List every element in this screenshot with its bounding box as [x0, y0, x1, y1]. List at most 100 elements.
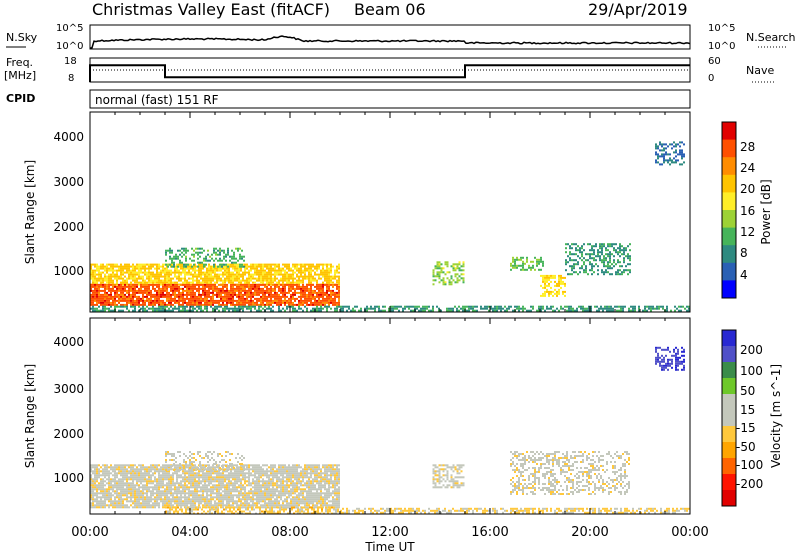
data-cell — [198, 504, 200, 507]
data-cell — [100, 496, 102, 499]
data-cell — [392, 305, 394, 308]
data-cell — [190, 470, 192, 473]
data-cell — [276, 265, 278, 268]
data-cell — [164, 474, 166, 477]
data-cell — [294, 267, 296, 270]
data-cell — [188, 498, 190, 501]
data-cell — [202, 303, 204, 306]
data-cell — [224, 498, 226, 501]
data-cell — [334, 299, 336, 302]
data-cell — [190, 504, 192, 507]
data-cell — [669, 143, 671, 146]
data-cell — [160, 490, 162, 493]
data-cell — [190, 498, 192, 501]
data-cell — [184, 490, 186, 493]
data-cell — [356, 305, 358, 308]
data-cell — [192, 273, 194, 276]
data-cell — [132, 506, 134, 509]
data-cell — [658, 307, 660, 310]
data-cell — [166, 303, 168, 306]
data-cell — [174, 484, 176, 487]
data-cell — [230, 488, 232, 491]
data-cell — [204, 305, 206, 308]
data-cell — [116, 486, 118, 489]
data-cell — [178, 490, 180, 493]
data-cell — [567, 243, 569, 246]
data-cell — [558, 309, 560, 312]
data-cell — [152, 504, 154, 507]
data-cell — [134, 478, 136, 481]
data-cell — [94, 494, 96, 497]
data-cell — [140, 476, 142, 479]
data-cell — [239, 253, 241, 256]
data-cell — [619, 269, 621, 272]
data-cell — [436, 275, 439, 278]
data-cell — [132, 289, 134, 292]
data-cell — [114, 466, 116, 469]
data-cell — [336, 285, 338, 288]
data-cell — [175, 253, 177, 256]
data-cell — [342, 307, 344, 310]
data-cell — [118, 500, 120, 503]
data-cell — [560, 282, 562, 285]
data-cell — [214, 478, 216, 481]
data-cell — [126, 301, 128, 304]
data-cell — [176, 488, 178, 491]
data-cell — [310, 301, 312, 304]
data-cell — [581, 265, 583, 268]
data-cell — [180, 480, 182, 483]
data-cell — [144, 470, 146, 473]
data-cell — [192, 285, 194, 288]
data-cell — [514, 260, 516, 263]
data-cell — [130, 269, 132, 272]
data-cell — [266, 287, 268, 290]
data-cell — [182, 291, 184, 294]
data-cell — [90, 490, 92, 493]
data-cell — [384, 309, 386, 312]
data-cell — [120, 504, 122, 507]
data-cell — [336, 287, 338, 290]
data-cell — [116, 273, 118, 276]
data-cell — [304, 289, 306, 292]
data-cell — [440, 279, 443, 282]
data-cell — [671, 143, 673, 146]
data-cell — [250, 295, 252, 298]
data-cell — [164, 287, 166, 290]
data-cell — [100, 466, 102, 469]
data-cell — [120, 285, 122, 288]
data-cell — [611, 267, 613, 270]
data-cell — [152, 275, 154, 278]
data-cell — [144, 492, 146, 495]
data-cell — [240, 301, 242, 304]
data-cell — [182, 496, 184, 499]
data-cell — [212, 488, 214, 491]
data-cell — [218, 504, 220, 507]
data-cell — [94, 506, 96, 509]
data-cell — [446, 263, 449, 266]
data-cell — [122, 279, 124, 282]
data-cell — [340, 307, 342, 310]
data-cell — [150, 307, 152, 310]
data-cell — [242, 283, 244, 286]
data-cell — [262, 269, 264, 272]
data-cell — [304, 305, 306, 308]
data-cell — [186, 281, 188, 284]
data-cell — [540, 258, 542, 261]
data-cell — [126, 277, 128, 280]
data-cell — [254, 297, 256, 300]
data-cell — [208, 506, 210, 509]
data-cell — [132, 470, 134, 473]
data-cell — [130, 478, 132, 481]
data-cell — [458, 261, 461, 264]
data-cell — [314, 279, 316, 282]
data-cell — [184, 279, 186, 282]
data-cell — [408, 307, 410, 310]
data-cell — [564, 290, 566, 293]
data-cell — [138, 267, 140, 270]
data-cell — [168, 279, 170, 282]
data-cell — [188, 488, 190, 491]
data-cell — [336, 283, 338, 286]
data-cell — [108, 283, 110, 286]
data-cell — [619, 245, 621, 248]
data-cell — [607, 265, 609, 268]
